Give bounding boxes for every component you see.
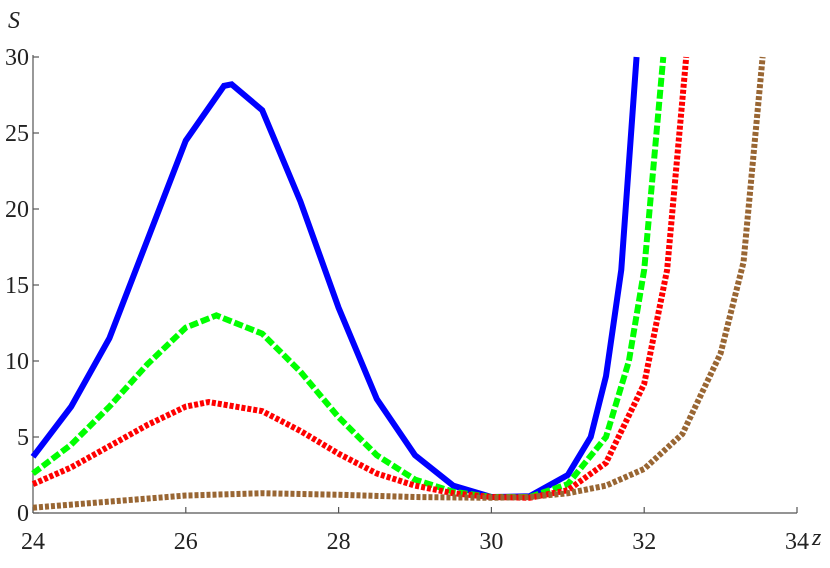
- x-tick-label: 32: [632, 529, 656, 555]
- series-line: [32, 56, 766, 511]
- y-tick-label: 0: [17, 501, 29, 527]
- series-line: [31, 56, 690, 501]
- y-tick-label: 25: [5, 121, 29, 147]
- x-tick-label: 30: [479, 529, 503, 555]
- series-line: [30, 56, 640, 501]
- y-tick-label: 10: [5, 349, 29, 375]
- x-tick-label: 24: [21, 529, 45, 555]
- y-tick-label: 5: [17, 425, 29, 451]
- y-axis-label: S: [8, 8, 20, 34]
- x-tick-label: 26: [174, 529, 198, 555]
- x-axis-label: z: [811, 525, 822, 551]
- y-tick-label: 30: [5, 45, 29, 71]
- x-tick-label: 34: [785, 529, 809, 555]
- y-tick-label: 20: [5, 197, 29, 223]
- series-line: [31, 56, 667, 501]
- x-tick-label: 28: [327, 529, 351, 555]
- y-tick-label: 15: [5, 273, 29, 299]
